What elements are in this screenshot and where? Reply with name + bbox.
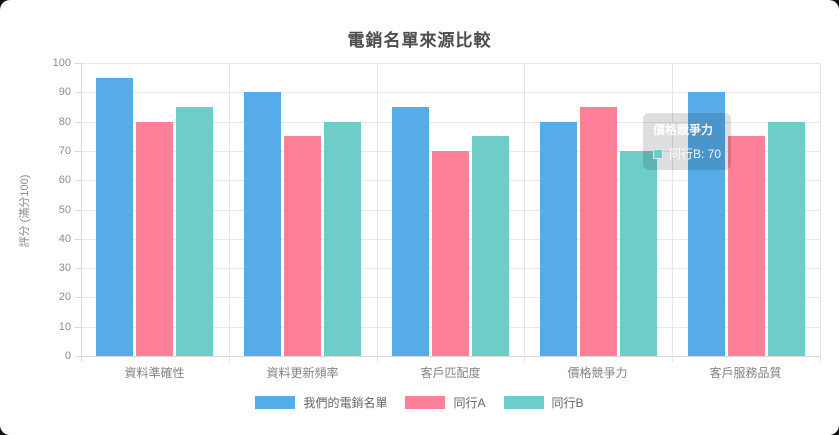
bar[interactable]	[244, 92, 281, 356]
y-tick-label: 0	[64, 350, 71, 362]
y-tick-label: 70	[58, 145, 71, 157]
y-tick-label: 80	[58, 116, 71, 128]
gridline-vertical	[377, 63, 378, 362]
gridline-vertical	[820, 63, 821, 362]
legend-swatch	[255, 396, 296, 409]
bar[interactable]	[580, 107, 617, 356]
gridline-horizontal	[81, 92, 820, 93]
gridline-vertical	[81, 63, 82, 362]
y-tick-mark	[75, 151, 81, 152]
legend-swatch	[405, 396, 446, 409]
y-tick-label: 20	[58, 291, 71, 303]
y-tick-mark	[75, 92, 81, 93]
y-tick-label: 30	[58, 262, 71, 274]
bar[interactable]	[620, 151, 657, 356]
legend-item[interactable]: 同行B	[503, 394, 584, 411]
bar[interactable]	[472, 136, 509, 356]
y-tick-mark	[75, 356, 81, 357]
bar[interactable]	[324, 122, 361, 356]
y-tick-mark	[75, 297, 81, 298]
gridline-vertical	[524, 63, 525, 362]
y-tick-mark	[75, 239, 81, 240]
bar[interactable]	[284, 136, 321, 356]
x-tick-label: 資料準確性	[124, 366, 185, 380]
bar[interactable]	[728, 136, 765, 356]
gridline-vertical	[672, 63, 673, 362]
gridline-horizontal	[81, 122, 820, 123]
y-tick-mark	[75, 63, 81, 64]
x-tick-label: 價格競爭力	[567, 366, 628, 380]
y-tick-label: 50	[58, 204, 71, 216]
y-tick-label: 10	[58, 321, 71, 333]
legend-item[interactable]: 我們的電銷名單	[255, 394, 387, 411]
y-tick-label: 40	[58, 233, 71, 245]
x-tick-label: 資料更新頻率	[266, 366, 339, 380]
legend-swatch	[503, 396, 544, 409]
y-tick-mark	[75, 210, 81, 211]
bar[interactable]	[688, 92, 725, 356]
y-tick-mark	[75, 180, 81, 181]
y-tick-label: 60	[58, 174, 71, 186]
bar[interactable]	[540, 122, 577, 356]
chart-legend: 我們的電銷名單 同行A 同行B	[0, 394, 839, 411]
x-tick-label: 客戶匹配度	[420, 366, 481, 380]
bar[interactable]	[136, 122, 173, 356]
legend-label: 我們的電銷名單	[303, 396, 388, 410]
bar[interactable]	[392, 107, 429, 356]
y-tick-mark	[75, 122, 81, 123]
legend-label: 同行A	[453, 396, 486, 410]
gridline-horizontal	[81, 63, 820, 64]
legend-item[interactable]: 同行A	[405, 394, 486, 411]
y-tick-mark	[75, 268, 81, 269]
y-axis-label: 評分 (滿分100)	[19, 174, 31, 248]
y-tick-mark	[75, 327, 81, 328]
y-tick-label: 100	[52, 57, 71, 69]
bar[interactable]	[176, 107, 213, 356]
bar[interactable]	[432, 151, 469, 356]
gridline-horizontal	[81, 356, 820, 357]
gridline-vertical	[229, 63, 230, 362]
bar[interactable]	[96, 78, 133, 356]
chart-title: 電銷名單來源比較	[347, 31, 492, 50]
y-tick-label: 90	[58, 86, 71, 98]
bar[interactable]	[768, 122, 805, 356]
legend-label: 同行B	[551, 396, 584, 410]
x-tick-label: 客戶服務品質	[709, 366, 782, 380]
